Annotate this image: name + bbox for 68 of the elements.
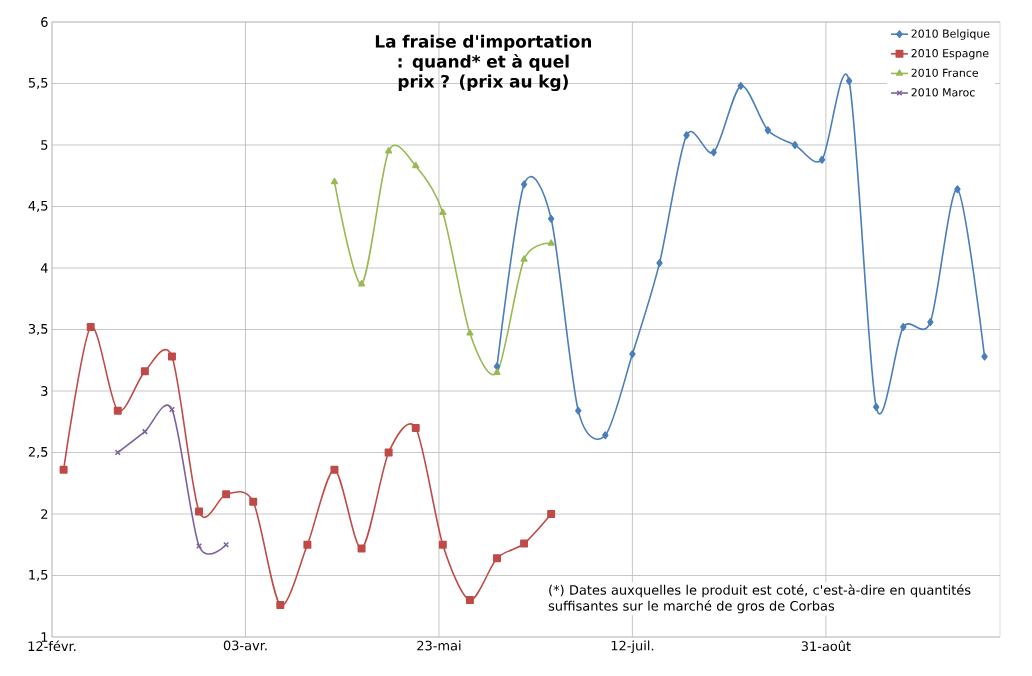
point [520, 539, 529, 548]
point [683, 131, 690, 140]
legend-label: 2010 France [911, 68, 978, 77]
y-tick-label: 1 [41, 632, 48, 642]
point [547, 239, 555, 246]
point [276, 601, 285, 610]
point [195, 542, 203, 550]
point [493, 554, 501, 563]
y-tick-label: 2 [41, 509, 48, 519]
point [303, 540, 312, 549]
point [167, 352, 176, 361]
point [113, 406, 122, 415]
point [466, 329, 474, 336]
point [981, 352, 988, 361]
point [385, 147, 393, 154]
point [927, 318, 934, 327]
point [629, 350, 636, 359]
point [411, 423, 420, 432]
point [520, 180, 528, 189]
y-tick-label: 5,5 [28, 78, 48, 89]
point [493, 362, 501, 371]
point [330, 465, 339, 474]
point [845, 77, 853, 86]
x-tick-label: 12-juil. [611, 640, 654, 654]
y-tick-label: 6 [41, 17, 48, 27]
point [547, 510, 556, 518]
y-tick-label: 1,5 [29, 570, 48, 581]
point [384, 448, 393, 457]
y-tick-label: 3 [41, 386, 48, 396]
y-tick-label: 4 [40, 263, 48, 273]
x-tick-label: 23-mai [417, 640, 461, 651]
y-tick-label: 5 [41, 140, 48, 150]
point [818, 155, 826, 164]
point [737, 81, 744, 90]
point [412, 161, 420, 169]
point [493, 368, 501, 375]
point [656, 259, 663, 268]
point [222, 490, 231, 499]
x-tick-label: 03-avr. [223, 640, 267, 651]
x-tick-label: 12-févr. [28, 640, 76, 652]
point [195, 507, 204, 516]
point [357, 544, 366, 553]
y-tick-label: 3,5 [28, 323, 48, 336]
point [791, 141, 799, 149]
point [900, 323, 907, 332]
point [438, 540, 447, 549]
point [575, 406, 582, 415]
point [602, 431, 609, 440]
y-tick-label: 2,5 [28, 446, 48, 459]
point [764, 126, 772, 135]
point [520, 255, 528, 262]
point [330, 177, 339, 185]
point [140, 367, 149, 376]
legend-label: 2010 Maroc [911, 88, 975, 97]
point [357, 280, 366, 287]
annotation: (*) Dates auxquelles le produit est coté, c'est-à-dire en quantités suffisantes sur le marché de gros de Corbas [548, 584, 971, 614]
text: La fraise d'importation : quand* et à quel prix ? (prix au kg) [375, 34, 592, 92]
point [465, 596, 474, 605]
point [249, 497, 258, 506]
point [873, 403, 880, 411]
y-tick-label: 4,5 [28, 201, 48, 212]
x-tick-label: 31-août [801, 640, 851, 652]
point [547, 214, 555, 223]
point [439, 208, 447, 216]
point [710, 148, 717, 157]
legend-label: 2010 Espagne [911, 49, 989, 60]
point [954, 185, 961, 194]
legend-label: 2010 Belgique [911, 29, 990, 40]
